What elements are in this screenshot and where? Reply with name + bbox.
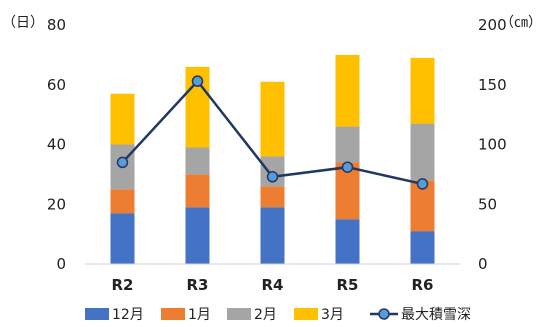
line-series-group [116, 75, 429, 190]
bar-series-group [110, 54, 435, 264]
bar-segment [335, 54, 360, 127]
bar-segment [260, 186, 285, 208]
legend-label: 最大積雪深 [401, 307, 471, 323]
bar-segment [185, 207, 210, 264]
legend-label: 3月 [321, 307, 344, 323]
bar-segment [110, 93, 135, 145]
legend-line-marker [378, 308, 390, 320]
bar-segment [260, 81, 285, 157]
legend-label: 1月 [188, 307, 211, 323]
right-tick-label: 200 [478, 16, 507, 34]
bar-segment [410, 123, 435, 181]
left-tick-label: 40 [47, 136, 66, 154]
right-axis-unit: （㎝） [500, 15, 541, 31]
left-tick-label: 80 [47, 16, 66, 34]
bar-segment [410, 57, 435, 124]
right-tick-label: 100 [478, 136, 507, 154]
category-label: R4 [262, 276, 284, 294]
line-point [266, 171, 279, 183]
legend-label: 2月 [254, 307, 277, 323]
category-label: R2 [112, 276, 134, 294]
right-tick-label: 0 [478, 255, 488, 273]
bar-segment [110, 189, 135, 214]
category-label: R3 [187, 276, 209, 294]
right-axis-ticks: 0 50 100 150 200 [478, 16, 507, 273]
line-point [116, 156, 129, 169]
left-axis-unit: （日） [2, 15, 44, 31]
bar-segment [260, 207, 285, 264]
legend-swatch [161, 308, 185, 320]
bar-segment [185, 147, 210, 175]
bar-segment [110, 213, 135, 264]
category-label: R6 [412, 276, 434, 294]
right-tick-label: 50 [478, 195, 497, 213]
legend-label: 12月 [112, 307, 144, 323]
legend-swatch [227, 308, 251, 320]
left-tick-label: 0 [56, 255, 66, 273]
bar-segment [410, 231, 435, 264]
category-label: R5 [337, 276, 359, 294]
bar-segment [185, 174, 210, 208]
right-tick-label: 150 [478, 76, 507, 94]
legend-swatch [85, 308, 109, 320]
line-point [191, 75, 204, 87]
left-axis-ticks: 0 20 40 60 80 [47, 16, 66, 273]
legend: 12月 1月 2月 3月 最大積雪深 [85, 307, 471, 323]
category-labels: R2 R3 R4 R5 R6 [112, 276, 434, 294]
legend-swatch [294, 308, 318, 320]
line-point [416, 178, 429, 190]
left-tick-label: 20 [47, 195, 66, 213]
bar-segment [335, 219, 360, 264]
left-tick-label: 60 [47, 76, 66, 94]
bar-segment [335, 126, 360, 163]
line-point [341, 161, 354, 173]
